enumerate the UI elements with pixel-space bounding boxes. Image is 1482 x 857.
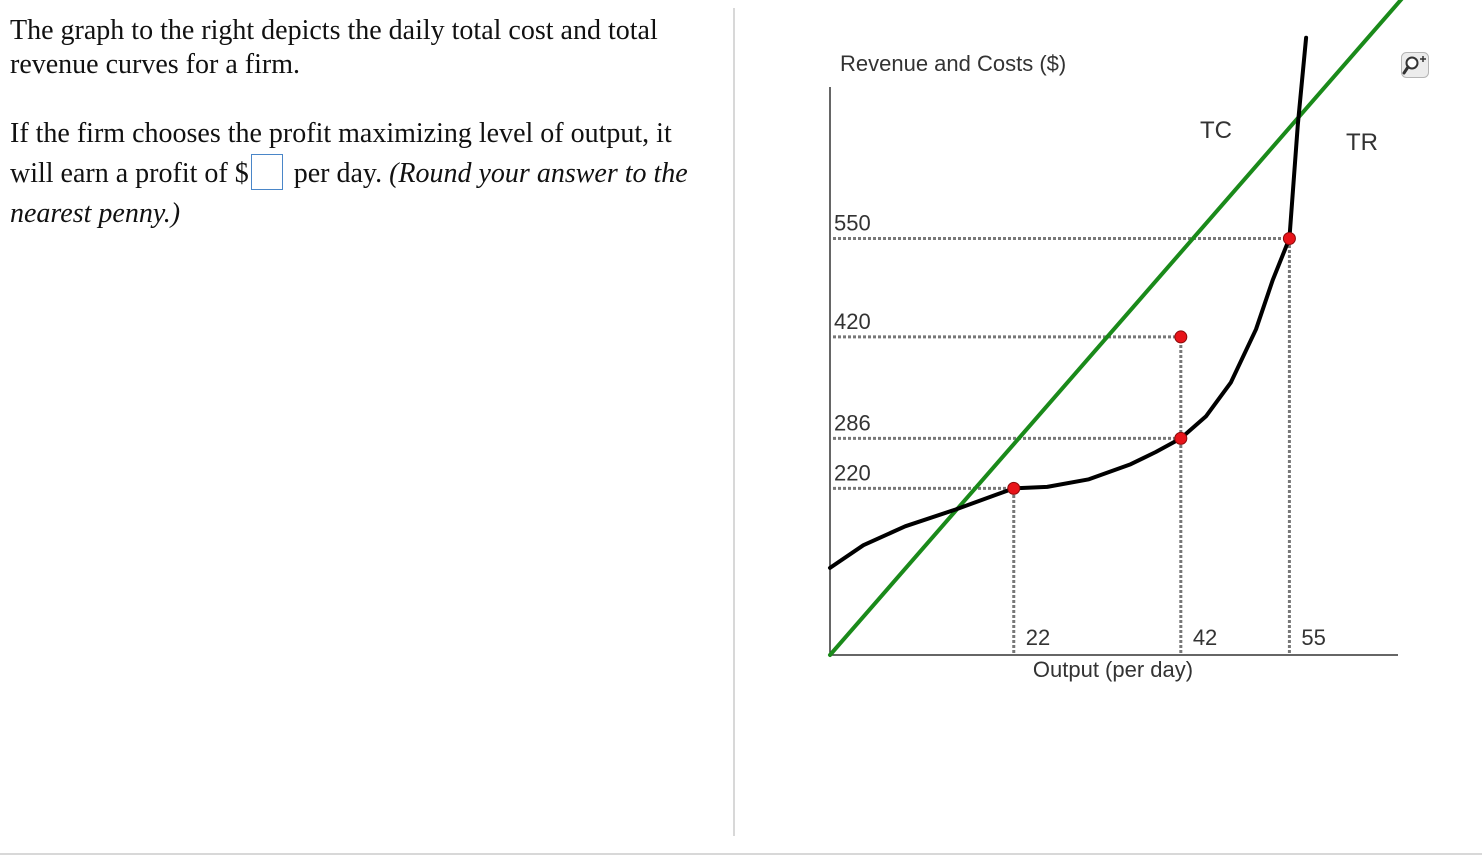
point-22-220 xyxy=(1007,481,1021,495)
point-42-420 xyxy=(1174,330,1188,344)
y-tick-550: 550 xyxy=(834,210,871,235)
curves xyxy=(828,0,1404,657)
tick-labels: 220 286 420 550 22 42 55 xyxy=(834,210,1326,650)
x-tick-55: 55 xyxy=(1301,625,1325,650)
x-tick-42: 42 xyxy=(1193,625,1217,650)
profit-answer-input[interactable] xyxy=(250,154,283,190)
rounding-instruction: (Round your answer to the nearest penny.… xyxy=(10,158,688,229)
question-pane: The graph to the right depicts the daily… xyxy=(10,14,722,266)
point-55-550 xyxy=(1282,231,1296,245)
question-suffix: per day. xyxy=(286,158,390,189)
x-tick-22: 22 xyxy=(1026,625,1050,650)
zoom-in-icon xyxy=(1401,52,1429,78)
zoom-button[interactable] xyxy=(1401,52,1429,78)
tr-curve-label: TR xyxy=(1346,129,1378,156)
x-axis-label: Output (per day) xyxy=(1033,657,1193,682)
pane-divider xyxy=(733,8,735,836)
reference-lines xyxy=(833,236,1291,653)
y-tick-220: 220 xyxy=(834,460,871,485)
y-axis-label: Revenue and Costs ($) xyxy=(840,51,1066,76)
tr-curve xyxy=(828,0,1404,657)
bottom-divider xyxy=(0,853,1482,855)
y-tick-286: 286 xyxy=(834,410,871,435)
point-42-286 xyxy=(1174,431,1188,445)
markers xyxy=(1007,231,1296,495)
question-intro: The graph to the right depicts the daily… xyxy=(10,15,658,80)
y-tick-420: 420 xyxy=(834,309,871,334)
tc-curve xyxy=(828,35,1309,570)
question-prefix: If the firm chooses the profit maximizin… xyxy=(10,118,672,189)
tc-curve-label: TC xyxy=(1200,117,1232,144)
question-text: If the firm chooses the profit maximizin… xyxy=(10,114,722,234)
